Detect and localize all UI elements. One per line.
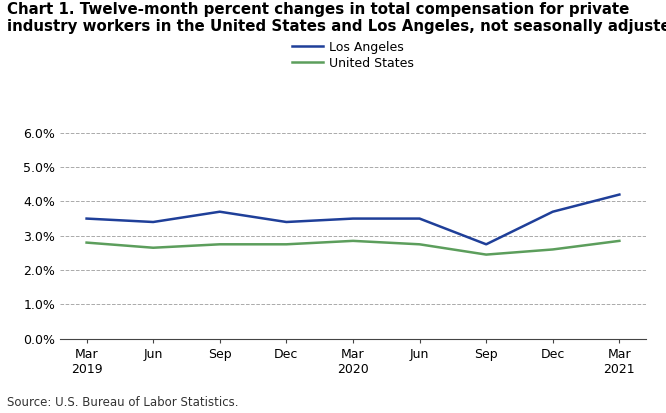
Los Angeles xyxy=(282,220,290,225)
Los Angeles xyxy=(149,220,157,225)
Text: Chart 1. Twelve-month percent changes in total compensation for private
industry: Chart 1. Twelve-month percent changes in… xyxy=(7,2,666,34)
Legend: Los Angeles, United States: Los Angeles, United States xyxy=(288,37,418,74)
United States xyxy=(282,242,290,247)
Los Angeles xyxy=(216,209,224,214)
Los Angeles xyxy=(416,216,424,221)
Text: Source: U.S. Bureau of Labor Statistics.: Source: U.S. Bureau of Labor Statistics. xyxy=(7,396,238,409)
United States xyxy=(349,238,357,243)
Los Angeles xyxy=(549,209,557,214)
United States xyxy=(549,247,557,252)
United States xyxy=(615,238,623,243)
Los Angeles xyxy=(349,216,357,221)
United States xyxy=(149,245,157,250)
United States xyxy=(216,242,224,247)
United States xyxy=(416,242,424,247)
United States xyxy=(482,252,490,257)
Los Angeles xyxy=(615,192,623,197)
United States xyxy=(83,240,91,245)
Los Angeles xyxy=(83,216,91,221)
Line: Los Angeles: Los Angeles xyxy=(87,195,619,244)
Line: United States: United States xyxy=(87,241,619,254)
Los Angeles xyxy=(482,242,490,247)
